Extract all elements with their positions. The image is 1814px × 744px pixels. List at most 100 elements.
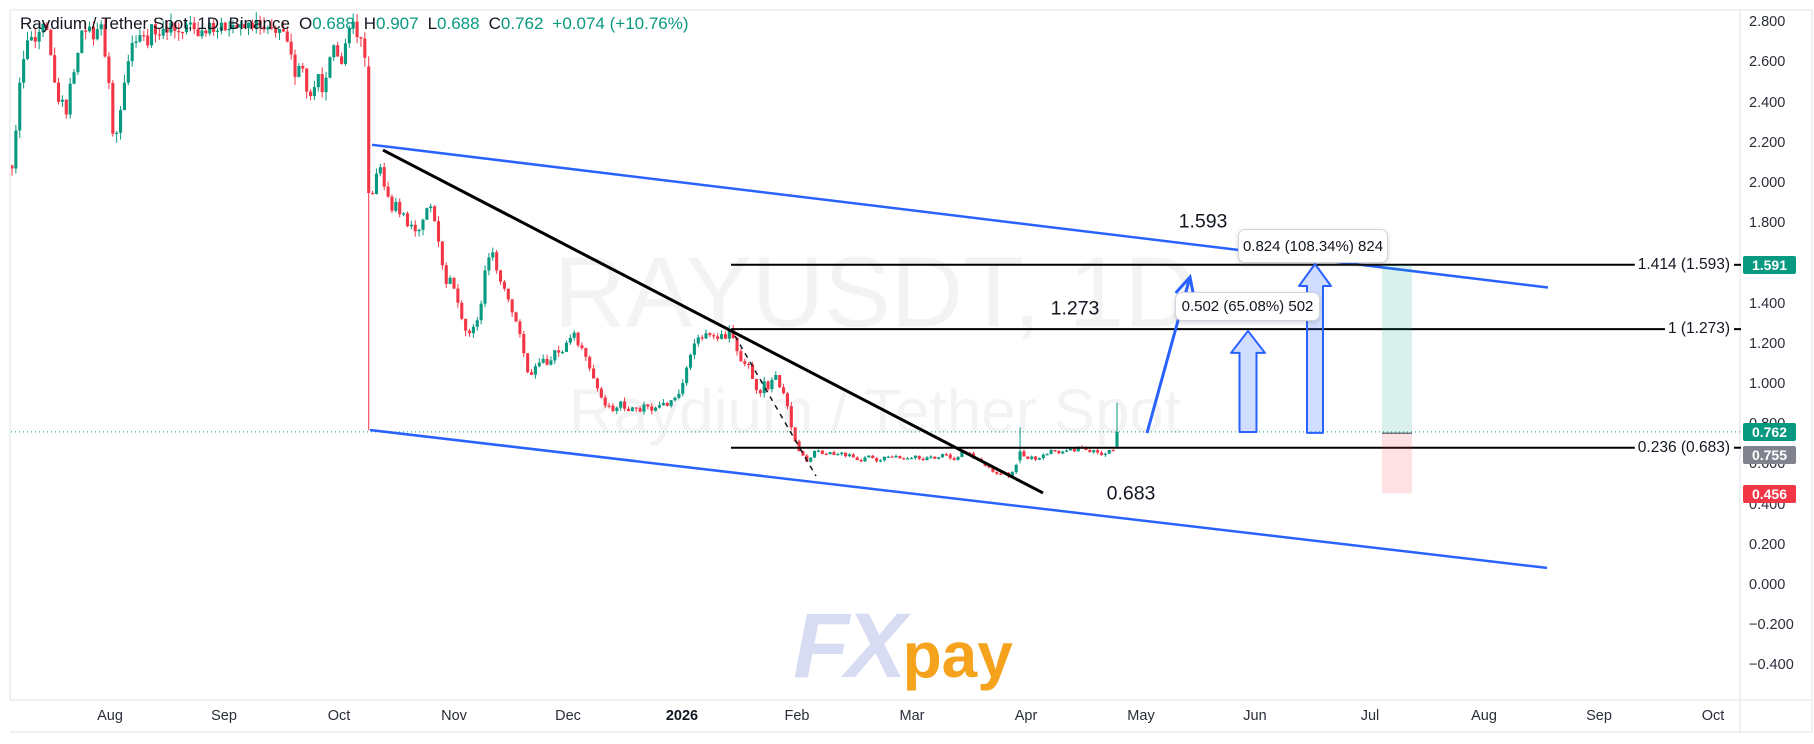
channel-lower-trendline[interactable] bbox=[369, 428, 1548, 570]
candle-body bbox=[685, 367, 689, 384]
candle-body bbox=[886, 456, 890, 458]
fib-level-text-0683[interactable]: 0.683 bbox=[1106, 482, 1156, 505]
candle-body bbox=[25, 40, 30, 60]
candle-body bbox=[1061, 451, 1065, 454]
up-arrow[interactable] bbox=[1230, 329, 1266, 434]
channel-upper-trendline[interactable] bbox=[371, 143, 1549, 289]
candle-body bbox=[76, 52, 80, 73]
candle-body bbox=[638, 408, 642, 412]
candle-body bbox=[646, 404, 650, 407]
candle-body bbox=[157, 34, 161, 36]
fib-tooltip-502[interactable]: 0.502 (65.08%) 502 bbox=[1175, 292, 1320, 321]
position-loss-zone[interactable] bbox=[1382, 433, 1412, 494]
ohlc-low-value: 0.688 bbox=[437, 14, 480, 33]
candle-body bbox=[1018, 451, 1022, 461]
price-badge: 1.591 bbox=[1743, 256, 1796, 274]
candle-body bbox=[192, 22, 196, 30]
pane-frame bbox=[9, 9, 1813, 733]
candle-body bbox=[363, 38, 367, 58]
candle-body bbox=[367, 66, 371, 194]
fib-level-text-1593[interactable]: 1.593 bbox=[1178, 210, 1228, 233]
candle-body bbox=[398, 201, 402, 215]
candle-body bbox=[688, 354, 693, 368]
candle-body bbox=[1014, 464, 1018, 473]
candle-body bbox=[603, 397, 607, 406]
candlestick-series bbox=[11, 12, 1119, 479]
candle-body bbox=[68, 83, 72, 115]
candle-body bbox=[150, 24, 154, 46]
candle-body bbox=[208, 23, 212, 34]
candle-body bbox=[343, 43, 347, 64]
candle-body bbox=[1057, 451, 1061, 454]
candle-body bbox=[115, 132, 119, 134]
ohlc-low-label: L bbox=[427, 14, 438, 33]
candle-body bbox=[80, 30, 84, 53]
candle-body bbox=[611, 405, 615, 411]
candle-body bbox=[456, 288, 460, 303]
candle-body bbox=[991, 467, 995, 472]
candle-body bbox=[1107, 450, 1111, 454]
symbol-legend[interactable]: Raydium / Tether Spot, 1D, Binance O 0.688… bbox=[20, 14, 689, 34]
position-profit-zone[interactable] bbox=[1382, 264, 1412, 434]
up-arrow[interactable] bbox=[1298, 263, 1332, 434]
candle-body bbox=[99, 24, 103, 30]
resistance-trendline[interactable] bbox=[382, 148, 1044, 495]
candle-body bbox=[91, 26, 95, 40]
price-tick: 2.200 bbox=[1749, 134, 1786, 151]
ohlc-high-label: H bbox=[363, 14, 377, 33]
candle-body bbox=[716, 336, 720, 339]
candle-body bbox=[402, 213, 406, 215]
price-tick: 1.800 bbox=[1749, 215, 1786, 232]
candle-body bbox=[607, 405, 611, 407]
candle-body bbox=[1037, 458, 1042, 460]
candle-body bbox=[305, 68, 309, 92]
candle-body bbox=[789, 406, 793, 428]
candle-body bbox=[514, 312, 518, 322]
ohlc-open-label: O bbox=[298, 14, 313, 33]
candle-body bbox=[654, 407, 658, 411]
time-tick: Feb bbox=[784, 708, 810, 724]
time-tick: Oct bbox=[327, 708, 351, 724]
candle-body bbox=[308, 91, 313, 97]
candle-body bbox=[917, 455, 921, 459]
candle-body bbox=[239, 24, 243, 28]
candle-body bbox=[250, 22, 254, 29]
fib-tooltip-824[interactable]: 0.824 (108.34%) 824 bbox=[1238, 229, 1388, 263]
candle-body bbox=[277, 29, 282, 33]
candle-body bbox=[1026, 456, 1030, 459]
candle-body bbox=[491, 252, 495, 258]
candle-body bbox=[770, 379, 774, 390]
candle-body bbox=[1053, 450, 1057, 452]
candle-body bbox=[836, 454, 840, 456]
candle-body bbox=[940, 454, 945, 458]
candle-body bbox=[200, 30, 204, 37]
candle-body bbox=[165, 28, 169, 33]
candle-body bbox=[782, 387, 786, 394]
symbol-title[interactable]: Raydium / Tether Spot, 1D, Binance bbox=[20, 14, 290, 33]
candle-body bbox=[394, 201, 398, 211]
price-tick: 1.000 bbox=[1749, 376, 1786, 392]
price-tick: 1.400 bbox=[1749, 295, 1786, 312]
diagonal-arrow-head[interactable] bbox=[1175, 273, 1196, 299]
price-badge: 0.456 bbox=[1743, 485, 1796, 503]
candle-body bbox=[712, 335, 716, 337]
candle-body bbox=[1103, 453, 1107, 456]
fib-level-text-1273[interactable]: 1.273 bbox=[1050, 297, 1100, 320]
candle-body bbox=[142, 35, 146, 37]
candle-body bbox=[212, 23, 216, 32]
candle-body bbox=[33, 37, 37, 42]
candle-body bbox=[739, 351, 743, 362]
candle-body bbox=[615, 407, 619, 411]
candle-body bbox=[433, 206, 437, 222]
candle-body bbox=[960, 451, 964, 457]
measured-move-dashed-line[interactable] bbox=[734, 335, 817, 477]
candle-body bbox=[413, 224, 417, 232]
candle-body bbox=[421, 219, 425, 230]
candle-body bbox=[14, 130, 18, 169]
price-tick: 0.200 bbox=[1749, 536, 1786, 553]
candle-body bbox=[522, 333, 526, 354]
candle-body bbox=[995, 471, 999, 474]
symbol-watermark-line2: Raydium / Tether Spot bbox=[568, 377, 1182, 447]
candle-body bbox=[231, 24, 235, 29]
